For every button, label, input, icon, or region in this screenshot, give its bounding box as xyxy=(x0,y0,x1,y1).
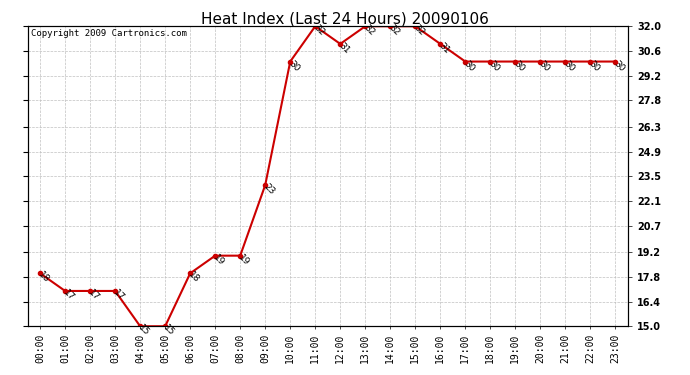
Text: 30: 30 xyxy=(462,59,476,73)
Text: 30: 30 xyxy=(562,59,576,73)
Text: 30: 30 xyxy=(486,59,501,73)
Text: 32: 32 xyxy=(312,24,326,38)
Text: 30: 30 xyxy=(586,59,601,73)
Text: 30: 30 xyxy=(286,59,301,73)
Text: 15: 15 xyxy=(137,324,151,338)
Text: 15: 15 xyxy=(161,324,176,338)
Text: 19: 19 xyxy=(212,253,226,267)
Text: 18: 18 xyxy=(186,270,201,285)
Text: 30: 30 xyxy=(537,59,551,73)
Text: 17: 17 xyxy=(112,288,126,303)
Text: 31: 31 xyxy=(337,41,351,56)
Text: 17: 17 xyxy=(61,288,76,303)
Text: Heat Index (Last 24 Hours) 20090106: Heat Index (Last 24 Hours) 20090106 xyxy=(201,11,489,26)
Text: 32: 32 xyxy=(362,24,376,38)
Text: 19: 19 xyxy=(237,253,251,267)
Text: Copyright 2009 Cartronics.com: Copyright 2009 Cartronics.com xyxy=(30,29,186,38)
Text: 30: 30 xyxy=(612,59,627,73)
Text: 17: 17 xyxy=(86,288,101,303)
Text: 32: 32 xyxy=(412,24,426,38)
Text: 32: 32 xyxy=(386,24,401,38)
Text: 18: 18 xyxy=(37,270,51,285)
Text: 23: 23 xyxy=(262,182,276,197)
Text: 31: 31 xyxy=(437,41,451,56)
Text: 30: 30 xyxy=(512,59,526,73)
